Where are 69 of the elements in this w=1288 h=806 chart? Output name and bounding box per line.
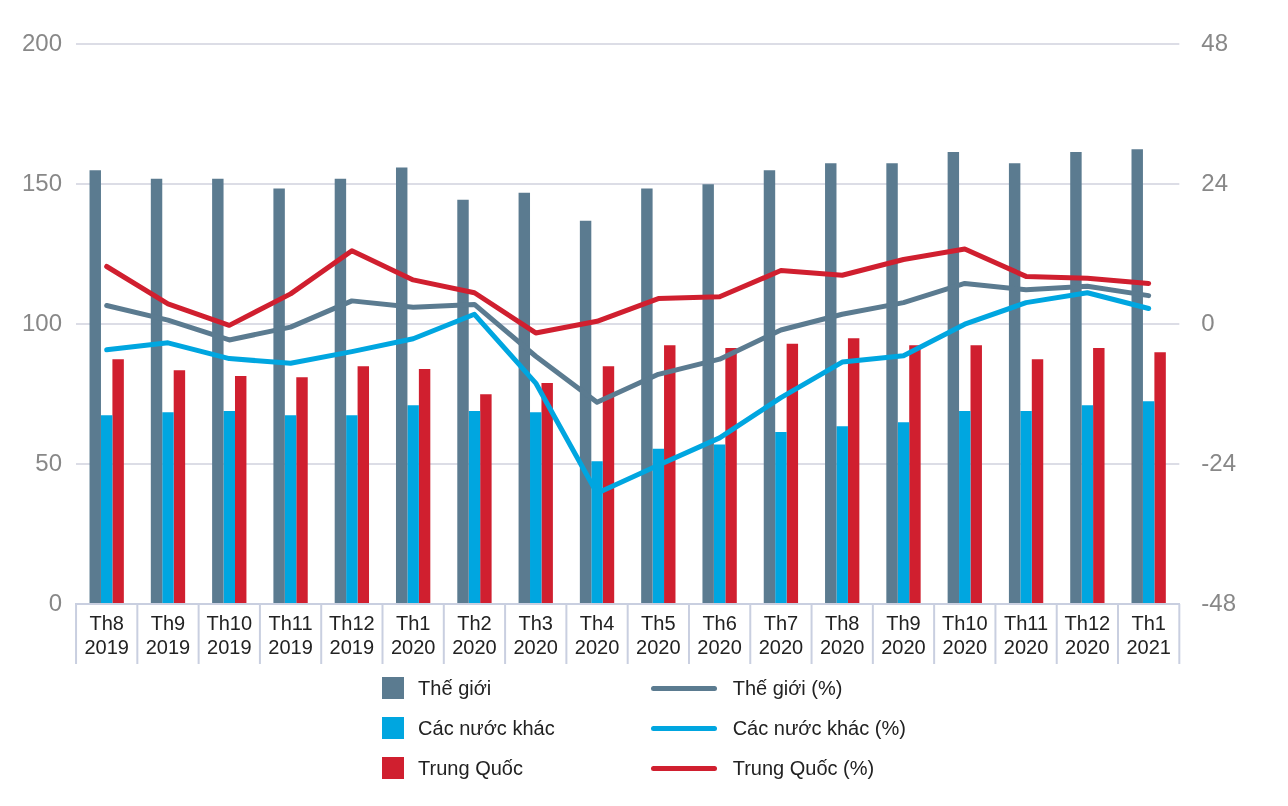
- x-tick-label: Th9 2020: [881, 611, 926, 658]
- y-tick-label: 50: [35, 448, 63, 476]
- bar: [346, 415, 358, 603]
- y2-tick-label: -24: [1201, 448, 1236, 476]
- bar: [480, 394, 492, 603]
- bar: [162, 412, 174, 603]
- bar: [530, 412, 542, 603]
- x-tick-label: Th12 2019: [329, 611, 375, 658]
- x-tick-label: Th4 2020: [574, 611, 620, 658]
- bar: [725, 347, 737, 603]
- bar: [847, 338, 860, 603]
- x-tick-label: Th6 2020: [697, 611, 742, 658]
- legend-label: Thế giới (%): [732, 676, 843, 700]
- bar: [1020, 410, 1032, 603]
- bar: [89, 170, 101, 603]
- x-tick-label: Th5 2020: [636, 611, 681, 658]
- y-tick-label: 100: [22, 308, 63, 336]
- y-tick-label: 200: [22, 29, 63, 57]
- bar: [664, 345, 676, 603]
- x-tick-label: Th8 2020: [819, 611, 865, 658]
- x-tick-label: Th12 2020: [1064, 611, 1111, 658]
- x-tick-label: Th10 2019: [206, 611, 253, 658]
- bar: [836, 426, 848, 603]
- y2-tick-label: -48: [1201, 588, 1236, 616]
- x-tick-label: Th11 2020: [1003, 611, 1049, 658]
- bar: [713, 444, 726, 603]
- x-tick-label: Th2 2020: [452, 611, 497, 658]
- bar: [296, 377, 308, 603]
- bar: [100, 415, 113, 603]
- bar: [1142, 401, 1155, 603]
- x-tick-label: Th1 2020: [390, 611, 436, 658]
- bar: [602, 366, 615, 603]
- bar: [959, 410, 971, 603]
- bar: [775, 431, 787, 603]
- bar: [1154, 352, 1166, 603]
- bar: [284, 415, 297, 603]
- legend-label: Các nước khác (%): [732, 716, 906, 740]
- x-tick-label: Th7 2020: [758, 611, 804, 658]
- bar: [909, 345, 921, 603]
- bar: [235, 375, 247, 603]
- bar: [1081, 405, 1094, 603]
- bar: [418, 368, 431, 603]
- bar: [357, 366, 370, 603]
- bar: [786, 343, 799, 603]
- bar: [173, 370, 186, 603]
- bar: [1093, 347, 1105, 603]
- y-tick-label: 150: [22, 168, 63, 196]
- bar: [468, 410, 481, 603]
- bar: [223, 410, 235, 603]
- x-tick-label: Th3 2020: [513, 611, 558, 658]
- y2-tick-label: 24: [1201, 168, 1229, 196]
- x-tick-label: Th9 2019: [145, 611, 191, 658]
- legend-label: Trung Quốc: [418, 756, 523, 780]
- y-tick-label: 0: [48, 588, 63, 616]
- bar: [1031, 359, 1044, 603]
- bar: [897, 422, 910, 603]
- x-tick-label: Th8 2019: [84, 611, 129, 658]
- bar: [541, 382, 553, 603]
- x-tick-label: Th10 2020: [941, 611, 988, 658]
- y2-tick-label: 48: [1201, 29, 1229, 57]
- x-tick-label: Th11 2019: [268, 611, 313, 658]
- legend-label: Thế giới: [418, 676, 492, 700]
- y2-tick-label: 0: [1201, 308, 1215, 336]
- legend-label: Các nước khác: [418, 716, 555, 740]
- x-tick-label: Th1 2021: [1126, 611, 1171, 658]
- legend-label: Trung Quốc (%): [732, 756, 875, 780]
- bar: [970, 345, 982, 603]
- bar: [407, 405, 419, 603]
- bar: [112, 359, 124, 603]
